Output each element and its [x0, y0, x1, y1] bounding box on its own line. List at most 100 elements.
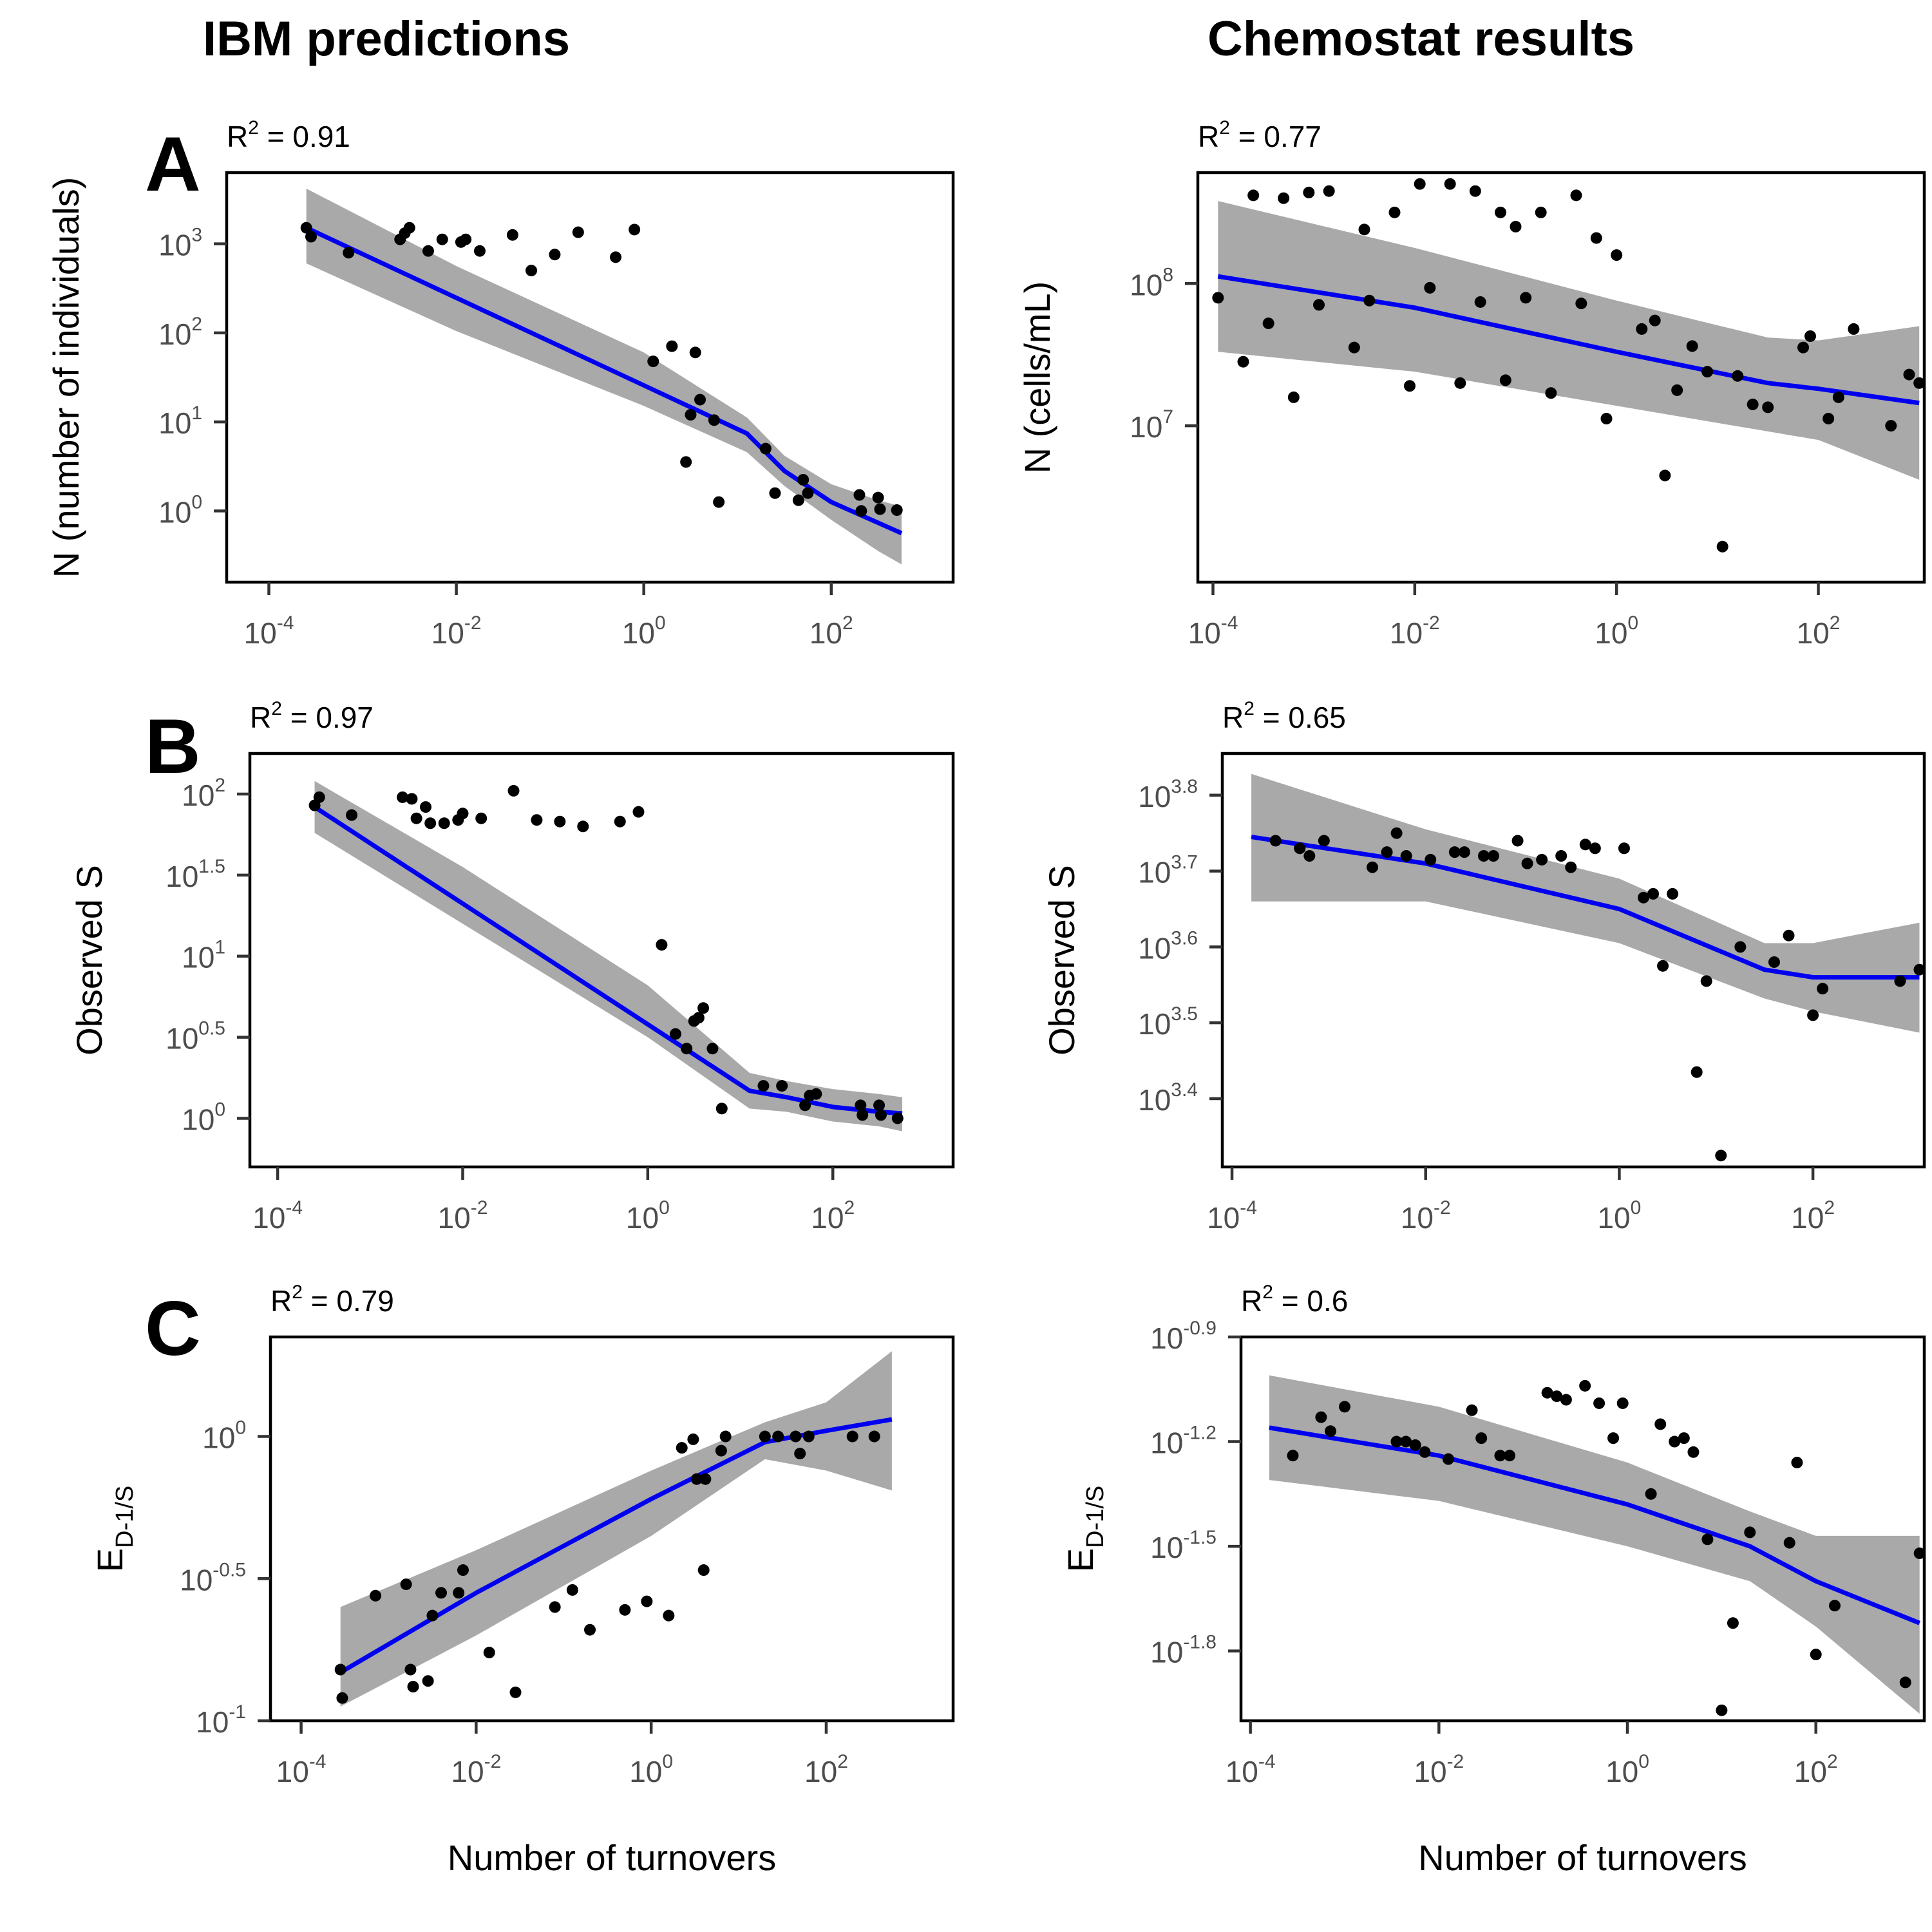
data-point	[692, 1012, 705, 1024]
data-point	[549, 1601, 561, 1613]
data-point	[699, 1473, 712, 1485]
data-point	[1832, 391, 1844, 403]
data-point	[1732, 370, 1744, 382]
panel-C-left: 10-4 10-2 100 102 10-1 10-0.5 100 R2 = 0.79 C ED-…	[90, 1282, 955, 1878]
y-axis-label: ED-1/S	[1060, 1486, 1109, 1573]
data-point	[549, 249, 561, 261]
right-column-title: Chemostat results	[1208, 12, 1634, 66]
data-point	[410, 812, 422, 824]
x-tick-label: 10-2	[451, 1751, 501, 1788]
data-point	[1715, 1150, 1727, 1162]
panel-letter: A	[145, 121, 201, 207]
y-tick-label: 101.5	[166, 856, 225, 893]
data-point	[619, 1604, 631, 1616]
x-tick-label: 102	[810, 612, 853, 650]
y-axis-label: ED-1/S	[90, 1486, 138, 1573]
plot-frame	[248, 752, 955, 1169]
data-point	[1545, 387, 1557, 399]
fit-line	[1251, 835, 1920, 980]
data-point	[1669, 1435, 1681, 1448]
data-point	[1262, 317, 1274, 330]
x-tick-label: 102	[1797, 612, 1841, 650]
y-tick-label: 100.5	[166, 1018, 225, 1056]
confidence-band	[306, 188, 902, 565]
data-point	[1828, 1600, 1841, 1612]
x-axis-label: Number of turnovers	[1418, 1837, 1747, 1878]
data-point	[1671, 384, 1683, 396]
x-tick-label: 10-4	[252, 1197, 303, 1235]
confidence-band	[314, 781, 902, 1132]
data-point	[846, 1430, 858, 1443]
data-point	[1303, 186, 1315, 198]
data-point	[855, 1099, 867, 1112]
data-point	[799, 1099, 811, 1112]
data-point	[1454, 377, 1466, 389]
r-squared-label: R2 = 0.79	[270, 1282, 394, 1318]
y-tick-label: 10-1.2	[1150, 1423, 1217, 1460]
data-point	[1404, 380, 1416, 392]
data-point	[403, 222, 415, 234]
y-tick-label: 107	[1130, 406, 1173, 444]
data-point	[776, 1080, 788, 1092]
data-point	[1701, 1533, 1714, 1546]
y-axis-label: Observed S	[1041, 865, 1082, 1056]
data-point	[346, 809, 358, 821]
data-point	[1618, 842, 1630, 855]
data-point	[1823, 413, 1835, 425]
data-point	[656, 939, 668, 951]
data-point	[1448, 846, 1461, 858]
y-tick-label: 102	[182, 775, 225, 812]
data-point	[422, 1675, 434, 1687]
panel-B-right: 10-4 10-2 100 102 103.4 103.5 103.6 103.7 103.8 R…	[1041, 698, 1926, 1235]
data-point	[1783, 929, 1795, 942]
r-squared-label: R2 = 0.91	[227, 117, 350, 153]
data-point	[810, 1088, 822, 1100]
fit-line	[305, 225, 903, 536]
data-point	[1504, 1450, 1516, 1462]
data-point	[1541, 1387, 1553, 1399]
data-point	[802, 487, 814, 499]
data-point	[1807, 1009, 1819, 1021]
x-tick-label: 100	[1597, 1197, 1641, 1235]
r-squared-label: R2 = 0.6	[1241, 1282, 1348, 1318]
y-tick-label: 10-0.5	[180, 1559, 246, 1596]
fit-line	[339, 1417, 893, 1674]
data-point	[610, 251, 622, 263]
data-point	[794, 1448, 806, 1460]
data-point	[1269, 835, 1282, 847]
data-point	[566, 1584, 578, 1596]
y-tick-label: 103.6	[1138, 927, 1198, 965]
data-point	[1388, 206, 1401, 218]
data-point	[697, 1564, 710, 1577]
x-axis-label: Number of turnovers	[448, 1837, 776, 1878]
data-point	[1390, 1435, 1403, 1448]
data-point	[509, 1686, 522, 1698]
data-point	[629, 223, 641, 236]
data-point	[1487, 850, 1499, 862]
data-point	[507, 784, 520, 797]
x-tick-label: 10-4	[1188, 612, 1238, 650]
data-point	[1600, 413, 1613, 425]
left-column-title: IBM predictions	[203, 12, 570, 66]
data-point	[1313, 299, 1325, 311]
data-point	[632, 806, 645, 818]
data-point	[676, 1442, 688, 1454]
data-point	[572, 226, 584, 238]
data-point	[407, 1681, 419, 1693]
data-point	[708, 414, 720, 426]
data-point	[802, 1430, 815, 1443]
x-tick-label: 10-4	[1226, 1751, 1276, 1788]
data-point	[300, 222, 312, 234]
data-point	[1414, 178, 1426, 190]
data-point	[1747, 398, 1759, 410]
data-point	[1687, 1446, 1700, 1458]
data-point	[1607, 1432, 1620, 1444]
data-point	[1348, 341, 1360, 354]
data-point	[855, 505, 867, 517]
data-point	[1400, 850, 1412, 862]
y-axis-label: N (cells/mL)	[1017, 281, 1057, 474]
x-tick-label: 100	[1595, 612, 1638, 650]
x-tick-label: 102	[1794, 1751, 1838, 1788]
data-point	[1645, 1488, 1657, 1500]
data-point	[1409, 1439, 1421, 1451]
